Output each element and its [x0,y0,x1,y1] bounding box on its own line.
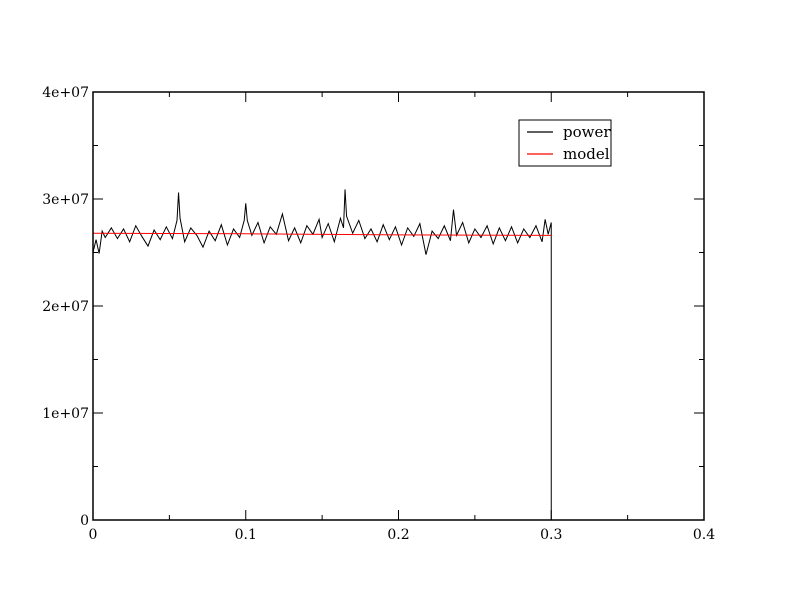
plot-frame [92,91,705,521]
legend-box [518,119,612,167]
legend: power model [518,119,612,167]
x-tick-label: 0.2 [387,527,409,543]
legend-label-model: model [563,145,610,163]
y-tick-label: 4e+07 [42,85,89,101]
x-tick-label: 0.4 [693,527,715,543]
y-tick-label: 2e+07 [42,299,89,315]
plot-area: 0 0.1 0.2 0.3 0.4 0 1e+07 2e+07 3e+07 4e+07 [42,85,715,543]
x-tick-label: 0.3 [540,527,562,543]
y-tick-label: 0 [80,513,89,529]
y-tick-label: 1e+07 [42,406,89,422]
y-tick-label: 3e+07 [42,192,89,208]
x-tick-label: 0 [89,527,98,543]
x-tick-label: 0.1 [235,527,257,543]
series-line-power [92,189,552,520]
legend-label-power: power [563,123,611,141]
series-line-model [92,232,552,236]
